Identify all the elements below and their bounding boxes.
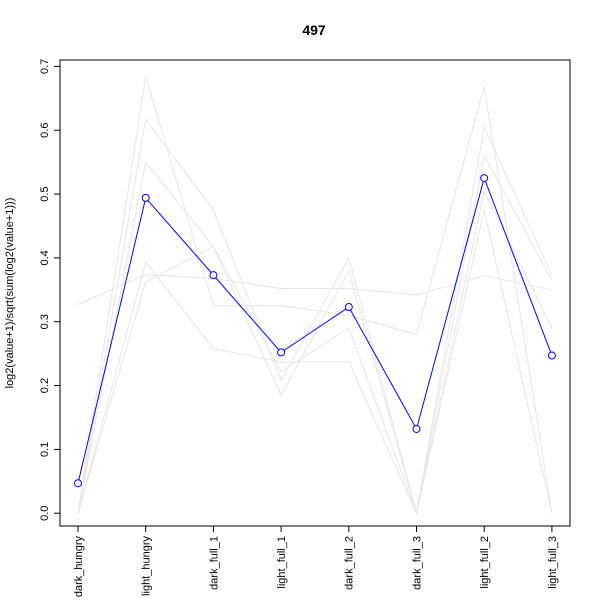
x-tick-label-light_full_1: light_full_1 bbox=[276, 536, 288, 589]
background-series-line-4 bbox=[77, 154, 553, 514]
y-tick-label: 0.4 bbox=[39, 250, 51, 265]
background-series-group bbox=[77, 76, 553, 516]
x-tick-label-light_full_3: light_full_3 bbox=[547, 536, 559, 589]
data-point-light_full_2 bbox=[480, 174, 489, 183]
data-point-dark_full_2 bbox=[344, 303, 353, 312]
background-series-line-5 bbox=[77, 209, 553, 515]
x-tick-label-dark_full_1: dark_full_1 bbox=[208, 536, 220, 590]
data-point-dark_hungry bbox=[74, 479, 82, 488]
y-tick-label: 0.7 bbox=[39, 59, 51, 74]
y-tick-label: 0.1 bbox=[39, 442, 51, 457]
x-tick-label-dark_full_2: dark_full_2 bbox=[344, 536, 356, 590]
y-tick-label: 0.6 bbox=[39, 123, 51, 138]
background-series-line-3 bbox=[77, 118, 553, 514]
highlight-series-line bbox=[77, 176, 553, 484]
x-tick-label-dark_full_3: dark_full_3 bbox=[411, 536, 423, 590]
background-series-line-2 bbox=[77, 76, 553, 514]
data-point-light_hungry bbox=[141, 193, 150, 202]
y-tick-label: 0.2 bbox=[39, 378, 51, 393]
background-series-line-6 bbox=[77, 189, 553, 516]
plot-frame bbox=[59, 59, 571, 527]
y-axis-label: log2(value+1)/sqrt(sum(log2(value+1))) bbox=[4, 198, 16, 389]
data-point-light_full_1 bbox=[277, 348, 286, 357]
data-point-dark_full_1 bbox=[209, 271, 218, 280]
y-tick-label: 0.3 bbox=[39, 314, 51, 329]
x-axis: dark_hungry light_hungry dark_full_1 light_… bbox=[73, 526, 559, 597]
x-tick-label-light_hungry: light_hungry bbox=[141, 536, 153, 596]
x-tick-label-light_full_2: light_full_2 bbox=[479, 536, 491, 589]
highlight-series-group bbox=[74, 174, 556, 488]
y-tick-label: 0.5 bbox=[39, 186, 51, 201]
data-point-light_full_3 bbox=[547, 351, 556, 360]
data-point-dark_full_3 bbox=[412, 424, 421, 433]
background-series-line-1 bbox=[77, 273, 553, 305]
y-axis: 0.0 0.1 0.2 0.3 0.4 0.5 0.6 0.7 bbox=[39, 59, 60, 521]
chart-title: 497 bbox=[302, 22, 326, 38]
x-tick-label-dark_hungry: dark_hungry bbox=[73, 536, 85, 598]
y-tick-label: 0.0 bbox=[39, 506, 51, 521]
